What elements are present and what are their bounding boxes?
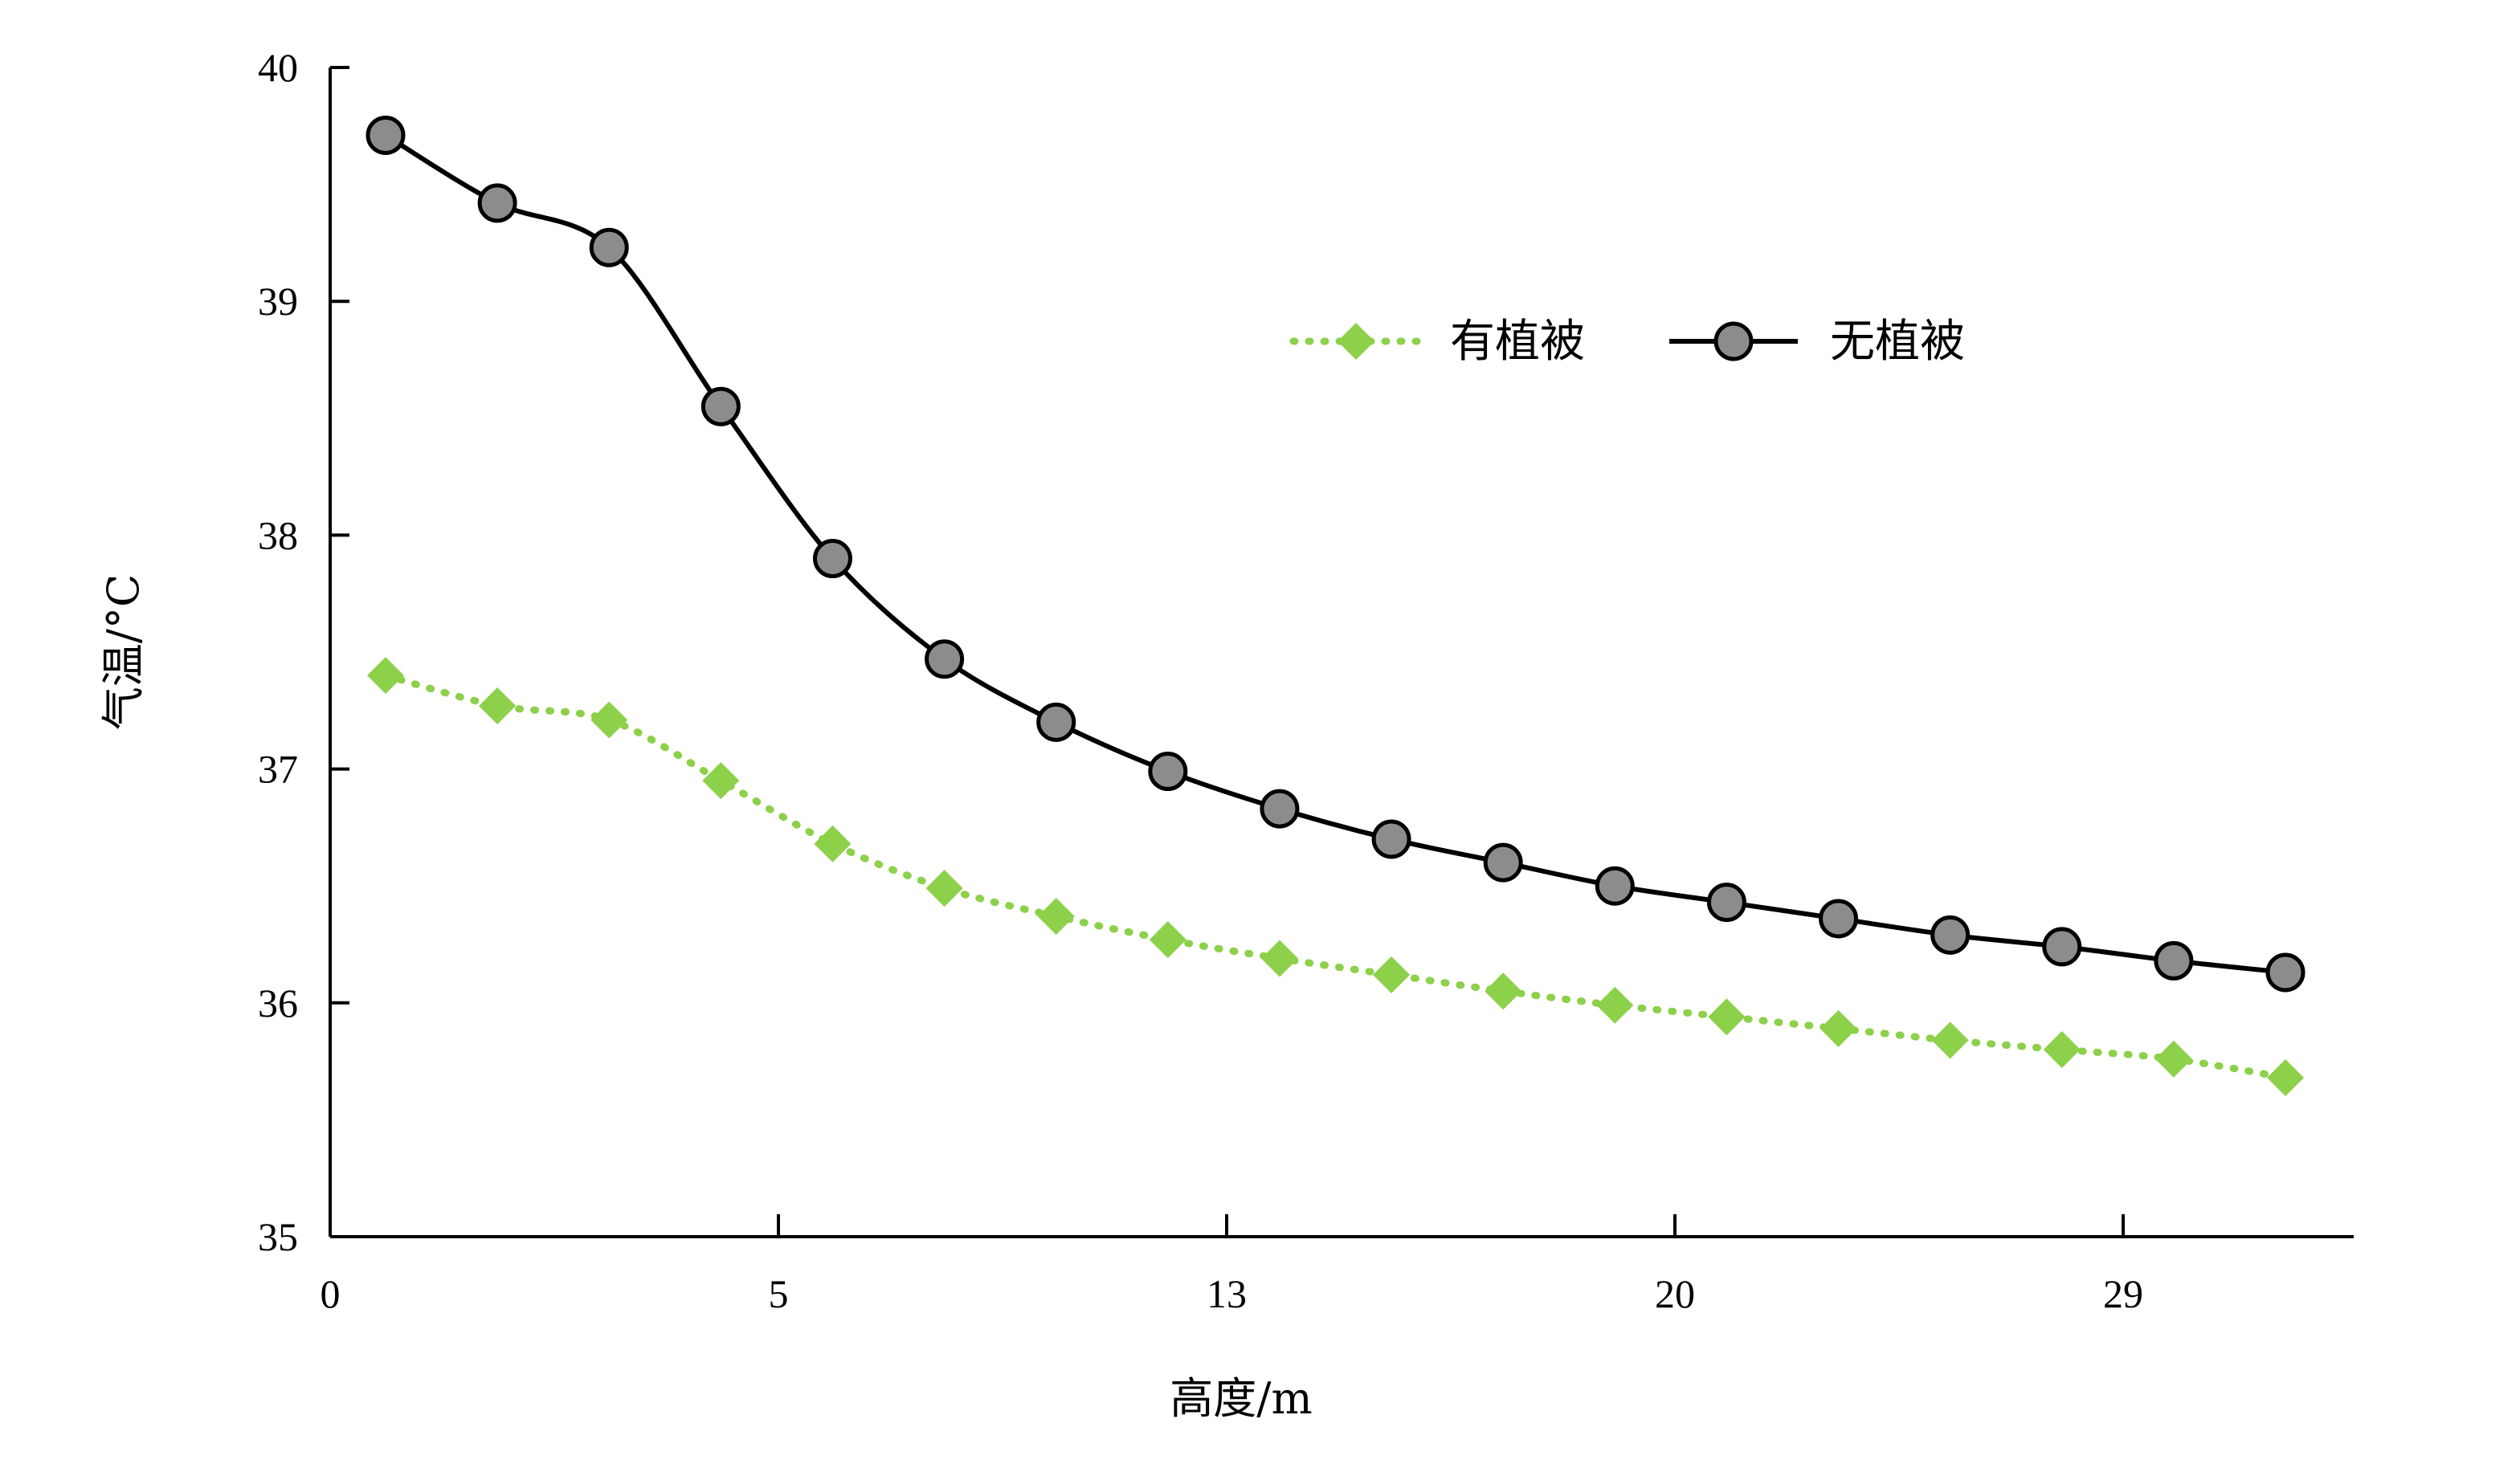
data-point-bare bbox=[812, 539, 852, 579]
data-point-bare bbox=[1036, 702, 1076, 742]
data-point-vegetated bbox=[925, 870, 963, 907]
y-tick-label: 35 bbox=[258, 1214, 298, 1259]
x-axis-title: 高度/m bbox=[1170, 1373, 1312, 1424]
data-point-bare bbox=[1148, 752, 1188, 792]
y-tick-label: 36 bbox=[258, 981, 298, 1026]
data-point-bare bbox=[1930, 915, 1971, 955]
data-point-bare bbox=[366, 115, 406, 155]
axes bbox=[329, 67, 2354, 1238]
legend-label-vegetated: 有植被 bbox=[1450, 316, 1585, 368]
data-point-vegetated bbox=[1708, 998, 1746, 1036]
legend-label-bare: 无植被 bbox=[1830, 316, 1965, 368]
data-point-vegetated bbox=[1931, 1021, 1969, 1059]
y-tick-label: 39 bbox=[258, 279, 298, 324]
data-point-vegetated bbox=[1596, 986, 1634, 1024]
series-line-vegetated bbox=[382, 671, 2289, 1082]
data-point-vegetated bbox=[2267, 1058, 2304, 1096]
data-point-vegetated bbox=[1037, 898, 1075, 936]
x-tick-label: 13 bbox=[1207, 1271, 1247, 1316]
data-point-bare bbox=[589, 227, 629, 267]
series-line-bare bbox=[384, 133, 2286, 975]
series-markers bbox=[366, 115, 2306, 1096]
data-point-vegetated bbox=[1373, 956, 1411, 993]
legend: 有植被 无植被 bbox=[1289, 316, 1965, 368]
data-point-vegetated bbox=[1149, 921, 1186, 959]
data-point-bare bbox=[1595, 866, 1635, 906]
data-point-bare bbox=[477, 183, 517, 223]
series-lines bbox=[382, 133, 2289, 1082]
data-point-bare bbox=[1260, 789, 1300, 829]
data-point-bare bbox=[1706, 883, 1746, 923]
x-tick-label: 0 bbox=[321, 1271, 341, 1316]
data-point-bare bbox=[2042, 927, 2082, 967]
data-point-bare bbox=[1819, 899, 1859, 939]
x-tick-label: 20 bbox=[1655, 1271, 1695, 1316]
data-point-vegetated bbox=[1485, 972, 1522, 1010]
data-point-vegetated bbox=[2154, 1040, 2192, 1078]
data-point-vegetated bbox=[479, 687, 517, 724]
data-point-bare bbox=[1371, 819, 1411, 859]
y-tick-label: 38 bbox=[258, 512, 298, 557]
y-axis-ticks: 35 36 37 38 39 40 bbox=[258, 45, 349, 1259]
data-point-bare bbox=[700, 386, 741, 426]
y-tick-label: 40 bbox=[258, 45, 298, 90]
data-point-bare bbox=[2265, 952, 2306, 993]
data-point-bare bbox=[1483, 842, 1523, 883]
y-tick-label: 37 bbox=[258, 747, 298, 792]
legend-marker-bare bbox=[1713, 321, 1754, 361]
data-point-vegetated bbox=[2043, 1031, 2081, 1069]
data-point-vegetated bbox=[367, 657, 404, 695]
data-point-vegetated bbox=[1260, 940, 1298, 977]
data-point-bare bbox=[925, 639, 965, 679]
legend-marker-vegetated bbox=[1338, 323, 1374, 360]
y-axis-title: 气温/°C bbox=[98, 574, 149, 731]
data-point-vegetated bbox=[1820, 1009, 1857, 1047]
x-axis-ticks: 0 5 13 20 29 bbox=[321, 1214, 2143, 1316]
data-point-vegetated bbox=[702, 762, 740, 800]
data-point-bare bbox=[2154, 940, 2194, 981]
x-tick-label: 5 bbox=[769, 1271, 789, 1316]
data-point-vegetated bbox=[814, 825, 852, 862]
x-tick-label: 29 bbox=[2103, 1271, 2143, 1316]
data-point-vegetated bbox=[590, 701, 628, 739]
